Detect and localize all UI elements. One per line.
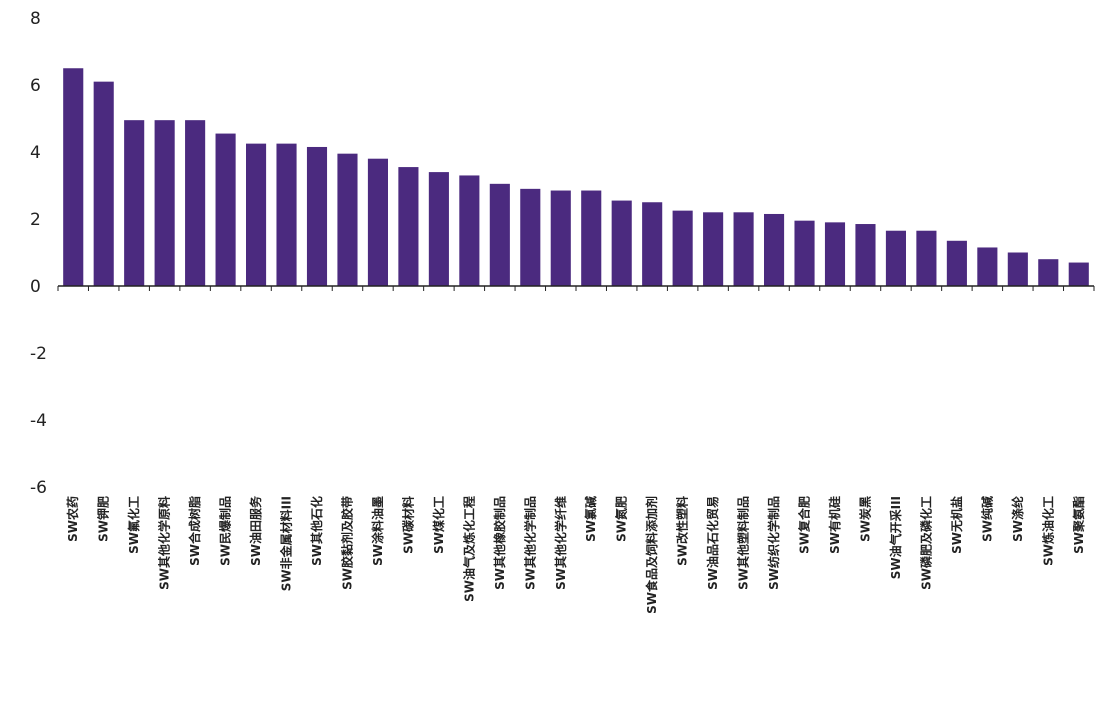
bar	[916, 230, 937, 286]
bar	[428, 172, 449, 286]
y-tick-label: -4	[30, 411, 47, 431]
x-tick-label: SW涤纶	[1010, 496, 1025, 542]
bar	[520, 188, 541, 286]
y-tick-label: -2	[30, 344, 47, 364]
x-tick-label: SW氮肥	[614, 496, 629, 542]
x-tick-label: SW其他化学原料	[157, 496, 172, 590]
bar	[550, 190, 571, 286]
bar	[489, 183, 510, 286]
bar	[276, 143, 297, 287]
bar	[215, 133, 236, 286]
x-tick-label: SW复合肥	[797, 496, 812, 554]
bar	[611, 200, 632, 286]
x-tick-label: SW氯碱	[583, 496, 598, 542]
y-tick-label: 6	[30, 76, 41, 96]
x-axis-category-labels: SW农药 SW钾肥 SW氟化工 SW其他化学原料 SW合成树脂 SW民爆制品 SW油田服务 S…	[65, 495, 1086, 614]
bar-series	[63, 68, 1089, 287]
bar	[703, 212, 724, 286]
x-tick-label: SW磷肥及磷化工	[918, 496, 933, 590]
x-tick-label: SW油田服务	[248, 495, 263, 566]
x-tick-label: SW炼油化工	[1040, 496, 1055, 566]
x-tick-label: SW其他化学纤维	[553, 496, 568, 590]
bar	[885, 230, 906, 286]
bar	[459, 175, 480, 286]
bar	[93, 81, 114, 287]
x-tick-label: SW农药	[65, 496, 80, 542]
bar	[642, 202, 663, 286]
x-tick-label: SW其他塑料制品	[736, 496, 751, 590]
x-tick-label: SW纺织化学制品	[766, 496, 781, 590]
x-tick-label: SW聚氨酯	[1071, 496, 1086, 554]
x-tick-label: SW碳材料	[400, 496, 415, 554]
x-tick-label: SW食品及饲料添加剂	[644, 496, 659, 614]
x-tick-label: SW氟化工	[126, 496, 141, 554]
x-tick-label: SW改性塑料	[675, 496, 690, 566]
bar	[977, 247, 998, 286]
bar	[398, 167, 419, 286]
x-tick-label: SW其他化学制品	[522, 496, 537, 590]
x-tick-label: SW炭黑	[857, 496, 872, 542]
x-tick-label: SW胶黏剂及胶带	[339, 496, 354, 590]
x-tick-label: SW煤化工	[431, 496, 446, 554]
bar	[367, 158, 388, 286]
bar	[246, 143, 267, 287]
bar	[337, 153, 358, 286]
x-tick-label: SW合成树脂	[187, 496, 202, 566]
bar	[855, 224, 876, 286]
bar	[63, 68, 84, 286]
bar	[794, 220, 815, 286]
y-tick-label: 0	[30, 277, 41, 297]
y-tick-label: -6	[30, 478, 47, 498]
x-tick-label: SW民爆制品	[218, 496, 233, 566]
bar	[1068, 262, 1089, 286]
x-tick-label: SW其他橡胶制品	[492, 496, 507, 590]
x-tick-label: SW有机硅	[827, 496, 842, 554]
bar	[824, 222, 846, 286]
bar	[1038, 259, 1059, 286]
bar	[185, 120, 206, 286]
bar	[124, 120, 145, 286]
y-tick-label: 8	[30, 9, 41, 29]
x-tick-label: SW非金属材料III	[279, 496, 294, 591]
y-tick-label: 2	[30, 210, 41, 230]
x-tick-label: SW其他石化	[309, 496, 324, 566]
bar	[946, 240, 967, 286]
bar	[154, 120, 175, 286]
y-tick-label: 4	[30, 143, 41, 163]
bar	[764, 213, 785, 286]
y-axis-tick-labels: 8 6 4 2 0 -2 -4 -6	[30, 9, 47, 498]
x-tick-label: SW钾肥	[96, 496, 111, 542]
x-tick-label: SW油气及炼化工程	[461, 496, 476, 602]
x-tick-label: SW油气开采III	[888, 496, 903, 579]
x-tick-label: SW油品石化贸易	[705, 496, 720, 590]
x-tick-label: SW纯碱	[979, 496, 994, 542]
x-axis-ticks	[57, 286, 1095, 291]
bar	[306, 146, 328, 286]
bar	[1007, 252, 1028, 286]
bar	[581, 190, 602, 286]
x-tick-label: SW无机盐	[949, 496, 964, 554]
x-tick-label: SW涂料油墨	[370, 496, 385, 566]
bar	[672, 210, 693, 287]
bar	[733, 212, 754, 286]
